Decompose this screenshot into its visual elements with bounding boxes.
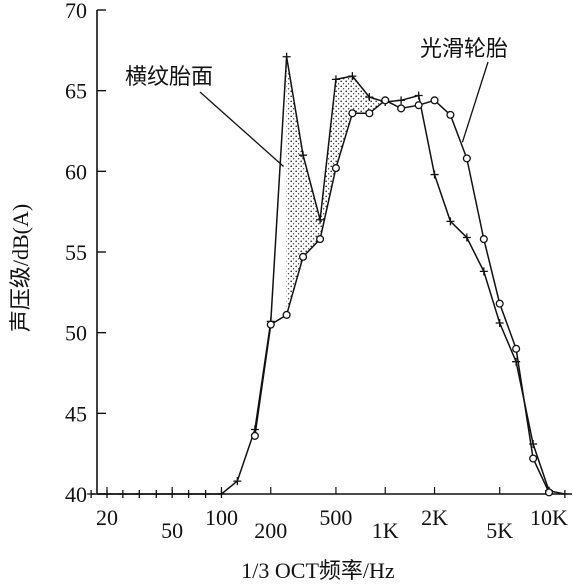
point-plus-31.5 xyxy=(135,490,144,498)
point-plus-630 xyxy=(348,72,357,81)
point-plus-1600 xyxy=(414,91,423,100)
point-circle-250 xyxy=(282,310,291,319)
y-tick-label-65: 65 xyxy=(65,79,87,104)
y-tick-label-45: 45 xyxy=(65,401,87,426)
point-plus-4000 xyxy=(479,267,488,276)
point-plus-250 xyxy=(282,52,291,61)
annotation-leader-line-2 xyxy=(461,61,489,143)
point-circle-400 xyxy=(316,235,325,244)
point-plus-1250 xyxy=(397,96,406,105)
point-plus-5000 xyxy=(495,318,504,327)
x-tick-label-200: 200 xyxy=(254,518,287,543)
x-axis-title: 1/3 OCT频率/Hz xyxy=(241,558,395,583)
x-tick-label-1K: 1K xyxy=(372,518,399,543)
point-circle-1250 xyxy=(397,104,406,113)
point-circle-200 xyxy=(266,320,275,329)
annotations: 横纹胎面 光滑轮胎 xyxy=(125,37,508,167)
point-circle-630 xyxy=(348,109,357,118)
point-circle-4000 xyxy=(479,235,488,244)
series xyxy=(87,52,569,498)
shaded-area xyxy=(286,56,386,315)
y-tick-label-50: 50 xyxy=(65,321,87,346)
point-plus-50 xyxy=(168,490,177,498)
x-tick-label-500: 500 xyxy=(319,505,352,530)
x-tick-label-20: 20 xyxy=(96,505,118,530)
point-circle-2500 xyxy=(446,110,455,119)
point-plus-20 xyxy=(103,490,111,498)
x-tick-label-100: 100 xyxy=(205,505,238,530)
point-plus-100 xyxy=(217,490,226,498)
point-plus-16 xyxy=(87,490,96,498)
point-circle-1000 xyxy=(381,96,390,105)
point-plus-2000 xyxy=(430,170,439,179)
point-plus-3150 xyxy=(462,233,471,242)
point-circle-10000 xyxy=(544,488,554,497)
series-line-1 xyxy=(91,56,566,495)
point-circle-160 xyxy=(250,431,259,440)
y-tick-label-40: 40 xyxy=(65,482,87,507)
point-plus-63 xyxy=(184,490,193,498)
annotation-label-横纹胎面: 横纹胎面 xyxy=(125,65,213,90)
y-tick-label-60: 60 xyxy=(65,159,87,184)
point-circle-3150 xyxy=(462,154,471,163)
x-axis-ticks: 20 50 100 200 500 1K 2K 5K 10K xyxy=(96,487,568,543)
point-circle-1600 xyxy=(414,101,423,110)
y-axis-ticks: 40 45 50 55 60 65 70 xyxy=(65,0,106,507)
x-tick-label-50: 50 xyxy=(161,518,183,543)
point-plus-500 xyxy=(331,75,340,84)
y-tick-label-70: 70 xyxy=(65,0,87,23)
point-plus-2500 xyxy=(446,217,455,226)
x-tick-label-10K: 10K xyxy=(530,505,568,530)
point-plus-400 xyxy=(316,215,325,224)
y-tick-label-55: 55 xyxy=(65,240,87,265)
point-circle-315 xyxy=(299,252,308,261)
shaded-region xyxy=(286,56,386,315)
point-circle-500 xyxy=(331,164,340,173)
point-circle-8000 xyxy=(529,454,538,463)
point-plus-80 xyxy=(201,490,210,498)
annotation-leader-line-1 xyxy=(199,91,285,167)
x-tick-label-5K: 5K xyxy=(486,518,513,543)
y-axis-title: 声压级/dB(A) xyxy=(8,204,33,332)
point-circle-2000 xyxy=(430,96,439,105)
x-tick-label-2K: 2K xyxy=(421,505,448,530)
point-circle-5000 xyxy=(495,299,504,308)
point-circle-6300 xyxy=(512,344,521,353)
point-plus-800 xyxy=(365,93,374,102)
point-circle-800 xyxy=(365,109,374,118)
point-plus-25 xyxy=(118,490,127,498)
point-plus-12500 xyxy=(560,490,569,498)
annotation-label-光滑轮胎: 光滑轮胎 xyxy=(420,37,508,62)
point-plus-315 xyxy=(299,151,308,160)
point-plus-125 xyxy=(233,477,242,486)
point-plus-40 xyxy=(152,490,161,498)
